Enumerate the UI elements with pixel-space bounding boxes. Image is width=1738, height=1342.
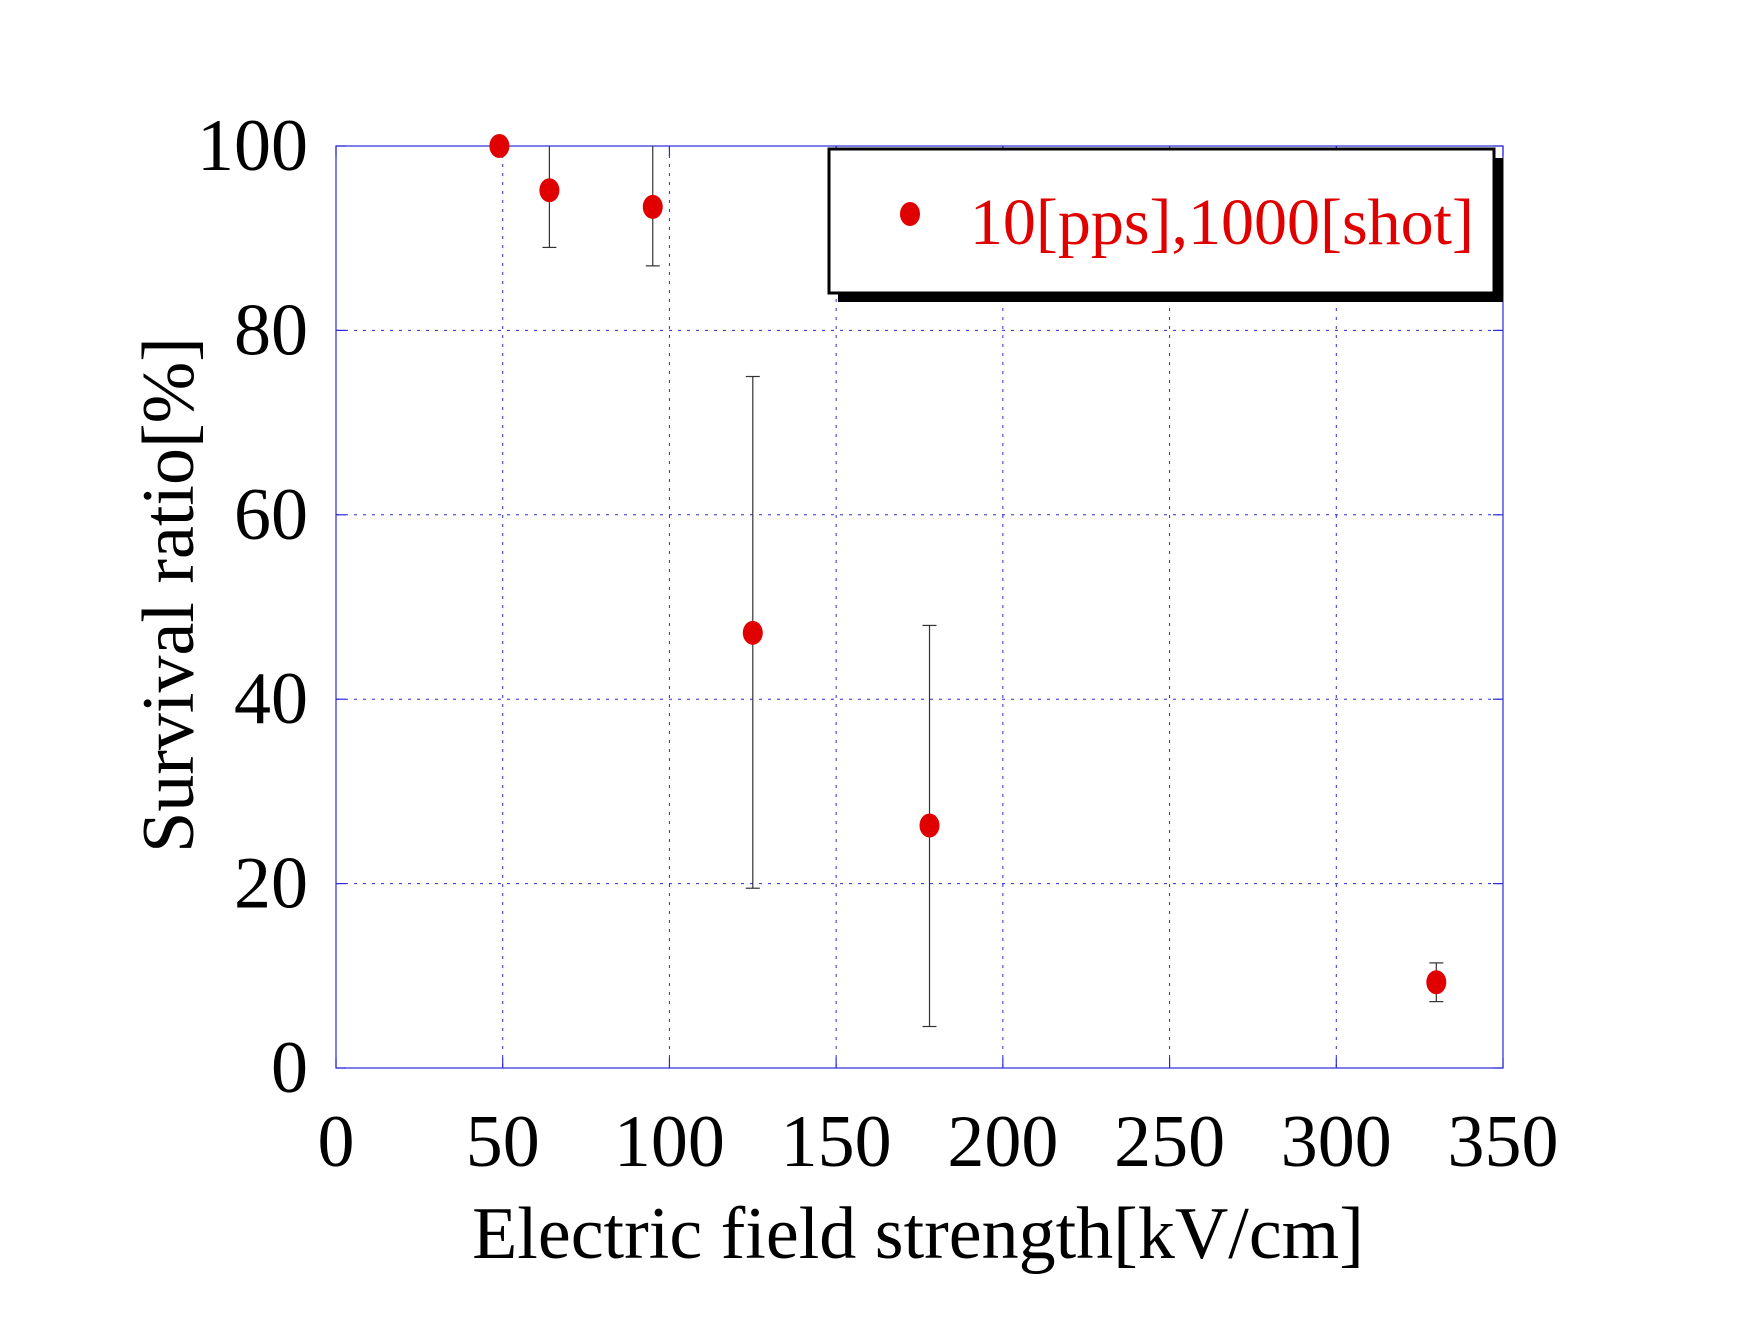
y-axis-label: Survival ratio[%] [128,337,210,853]
x-tick-label: 300 [1281,1101,1392,1183]
y-tick-labels: 0 20 40 60 80 100 [197,105,308,1109]
x-tick-labels: 0 50 100 150 200 250 300 350 [318,1101,1559,1183]
x-tick-label: 50 [466,1101,540,1183]
x-tick-label: 100 [614,1101,725,1183]
data-point [919,813,940,838]
y-tick-label: 0 [271,1027,308,1109]
y-tick-label: 100 [197,105,308,187]
legend-marker [900,202,920,226]
plot-frame [335,145,1504,1069]
legend: 10[pps],1000[shot] [827,147,1503,302]
x-tick-label: 250 [1114,1101,1225,1183]
data-point [539,178,560,203]
legend-label: 10[pps],1000[shot] [970,186,1474,259]
data-point [1426,970,1447,995]
x-tick-label: 350 [1448,1101,1559,1183]
x-tick-label: 200 [947,1101,1058,1183]
x-tick-label: 0 [318,1101,355,1183]
x-tick-label: 150 [781,1101,892,1183]
data-point [642,194,663,219]
legend-box [827,147,1496,295]
y-tick-label: 80 [234,289,308,371]
data-point [489,134,510,158]
x-axis-label: Electric field strength[kV/cm] [472,1193,1364,1275]
y-tick-label: 20 [234,843,308,925]
data-points [489,134,1447,995]
data-point [742,620,763,645]
y-tick-label: 60 [234,474,308,556]
y-tick-label: 40 [234,658,308,740]
